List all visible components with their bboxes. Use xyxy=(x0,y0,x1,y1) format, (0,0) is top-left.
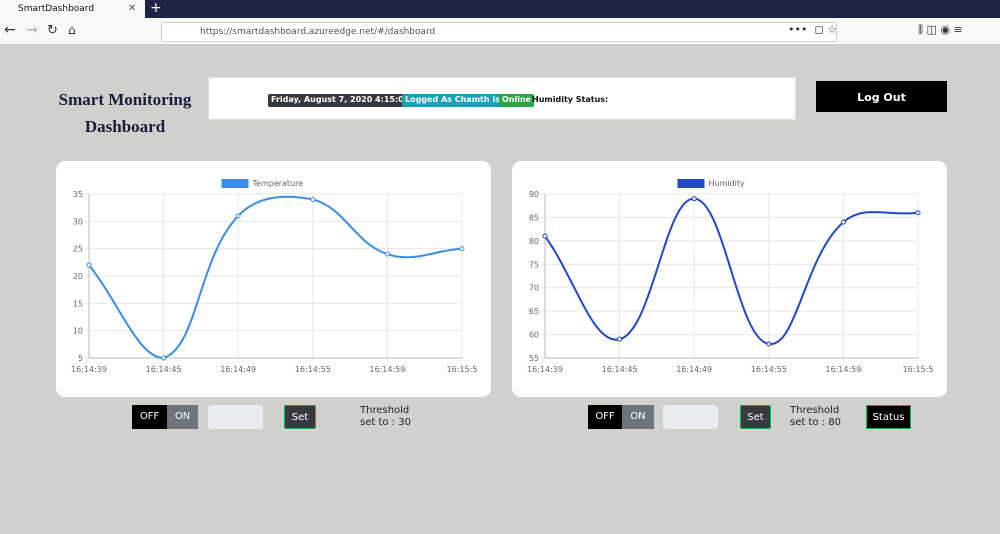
on-button[interactable]: ON xyxy=(167,405,198,429)
off-button[interactable]: OFF xyxy=(132,405,167,429)
data-point xyxy=(310,196,316,202)
y-tick-label: 25 xyxy=(73,245,83,254)
y-tick-label: 15 xyxy=(73,299,83,308)
threshold-text: Threshold set to : 30 xyxy=(360,405,411,429)
y-tick-label: 20 xyxy=(73,272,83,281)
data-point xyxy=(840,219,846,225)
x-tick-label: 16:14:59 xyxy=(369,365,405,374)
data-point xyxy=(235,213,241,219)
threshold-line: set to : 30 xyxy=(360,417,411,428)
data-point xyxy=(617,336,623,342)
new-tab[interactable]: + xyxy=(150,0,162,16)
threshold-input[interactable] xyxy=(208,405,263,429)
x-tick-label: 16:14:45 xyxy=(146,365,182,374)
x-tick-label: 16:14:39 xyxy=(71,365,107,374)
browser-tab[interactable]: SmartDashboard xyxy=(0,0,145,18)
data-point xyxy=(384,251,390,257)
y-tick-label: 65 xyxy=(529,307,539,316)
y-tick-label: 70 xyxy=(529,284,539,293)
title-line: Dashboard xyxy=(84,117,166,136)
reload-button[interactable]: ↻ xyxy=(47,23,58,38)
y-tick-label: 35 xyxy=(73,190,83,199)
data-point xyxy=(542,233,548,239)
threshold-line: Threshold xyxy=(360,405,410,416)
date-badge: Friday, August 7, 2020 4:15:05 PM xyxy=(268,94,429,107)
x-tick-label: 16:14:59 xyxy=(825,365,861,374)
set-button[interactable]: Set xyxy=(740,405,771,429)
user-badge: Logged As Chamth isuru xyxy=(402,94,519,107)
data-point xyxy=(161,355,167,361)
x-tick-label: 16:14:49 xyxy=(220,365,256,374)
off-button[interactable]: OFF xyxy=(588,405,622,429)
y-tick-label: 30 xyxy=(73,217,83,226)
data-point xyxy=(86,262,92,268)
y-tick-label: 10 xyxy=(73,327,83,336)
y-tick-label: 90 xyxy=(529,190,539,199)
legend-label: Humidity xyxy=(709,179,746,188)
x-tick-label: 16:14:39 xyxy=(527,365,563,374)
legend-label: Temperature xyxy=(252,179,304,188)
legend-swatch xyxy=(677,179,705,188)
back-button[interactable]: ← xyxy=(4,22,16,38)
tab-bar xyxy=(0,0,1000,18)
dashboard-title: Smart Monitoring Dashboard xyxy=(50,86,200,140)
y-tick-label: 80 xyxy=(529,237,539,246)
data-point xyxy=(915,210,921,216)
x-tick-label: 16:14:55 xyxy=(295,365,331,374)
on-button[interactable]: ON xyxy=(622,405,654,429)
data-point xyxy=(691,196,697,202)
set-button[interactable]: Set xyxy=(284,405,316,429)
threshold-text: Threshold set to : 80 xyxy=(790,405,841,429)
home-button[interactable]: ⌂ xyxy=(68,23,76,37)
y-tick-label: 75 xyxy=(529,260,539,269)
x-tick-label: 16:14:49 xyxy=(676,365,712,374)
threshold-input[interactable] xyxy=(663,405,718,429)
status-button[interactable]: Status xyxy=(866,405,911,429)
logout-button[interactable]: Log Out xyxy=(816,81,947,112)
data-point xyxy=(459,246,465,252)
data-point xyxy=(766,341,772,347)
x-tick-label: 16:14:55 xyxy=(751,365,787,374)
toolbar-icons[interactable]: ••• ◻ ☆ xyxy=(788,23,837,36)
x-tick-label: 16:15:5 xyxy=(447,365,478,374)
threshold-line: Threshold xyxy=(790,405,840,416)
y-tick-label: 60 xyxy=(529,331,539,340)
menu-icons[interactable]: ⫼ ◫ ◉ ≡ xyxy=(918,23,963,36)
legend-swatch xyxy=(221,179,249,188)
status-badge: Online xyxy=(499,94,535,107)
series-line xyxy=(544,197,919,345)
tab-close[interactable]: ✕ xyxy=(128,3,137,14)
y-tick-label: 5 xyxy=(78,354,83,363)
y-tick-label: 85 xyxy=(529,213,539,222)
x-tick-label: 16:14:45 xyxy=(602,365,638,374)
url-bar[interactable]: https://smartdashboard.azureedge.net/#/d… xyxy=(161,22,837,42)
x-tick-label: 16:15:5 xyxy=(903,365,934,374)
humidity-status: Humidity Status: xyxy=(532,95,609,104)
threshold-line: set to : 80 xyxy=(790,417,841,428)
y-tick-label: 55 xyxy=(529,354,539,363)
title-line: Smart Monitoring xyxy=(58,90,192,109)
forward-button[interactable]: → xyxy=(26,22,38,38)
